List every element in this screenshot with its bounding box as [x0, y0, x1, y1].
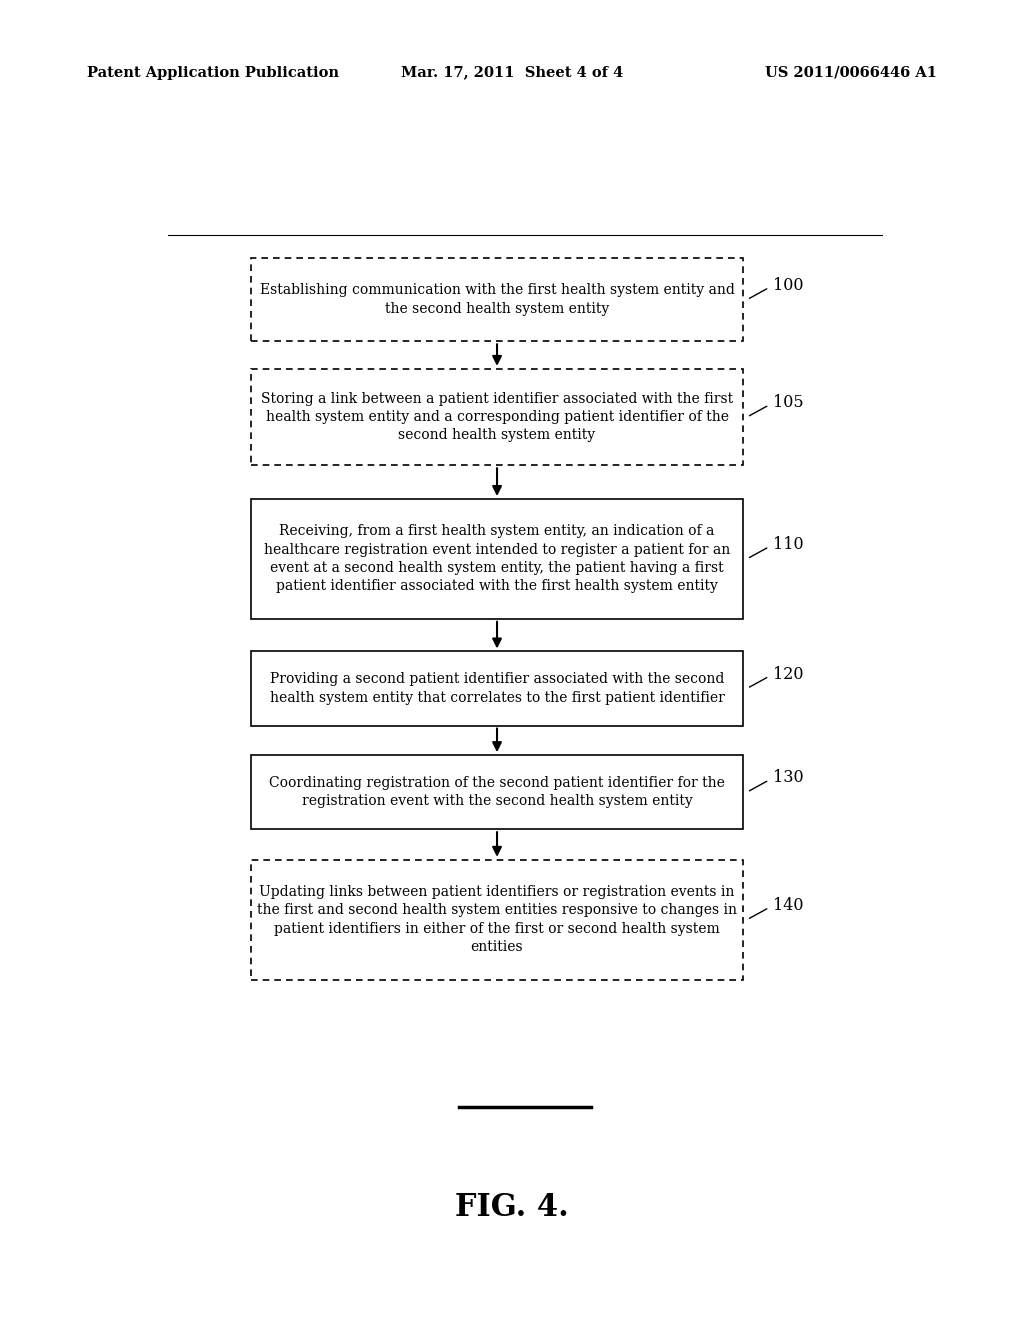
Text: 130: 130	[773, 770, 804, 787]
FancyBboxPatch shape	[251, 368, 743, 466]
FancyBboxPatch shape	[251, 859, 743, 979]
Text: Storing a link between a patient identifier associated with the first
health sys: Storing a link between a patient identif…	[261, 392, 733, 442]
Text: 105: 105	[773, 395, 804, 412]
Text: Providing a second patient identifier associated with the second
health system e: Providing a second patient identifier as…	[269, 672, 724, 705]
FancyBboxPatch shape	[251, 499, 743, 619]
Text: Establishing communication with the first health system entity and
the second he: Establishing communication with the firs…	[260, 284, 734, 315]
Text: Coordinating registration of the second patient identifier for the
registration : Coordinating registration of the second …	[269, 776, 725, 808]
Text: 140: 140	[773, 898, 804, 913]
FancyBboxPatch shape	[251, 651, 743, 726]
Text: Patent Application Publication: Patent Application Publication	[87, 66, 339, 79]
Text: Receiving, from a first health system entity, an indication of a
healthcare regi: Receiving, from a first health system en…	[264, 524, 730, 594]
FancyBboxPatch shape	[251, 257, 743, 342]
FancyBboxPatch shape	[251, 755, 743, 829]
Text: FIG. 4.: FIG. 4.	[455, 1192, 569, 1224]
Text: Updating links between patient identifiers or registration events in
the first a: Updating links between patient identifie…	[257, 886, 737, 954]
Text: 100: 100	[773, 277, 804, 294]
Text: 110: 110	[773, 536, 804, 553]
Text: Mar. 17, 2011  Sheet 4 of 4: Mar. 17, 2011 Sheet 4 of 4	[400, 66, 624, 79]
Text: 120: 120	[773, 665, 804, 682]
Text: US 2011/0066446 A1: US 2011/0066446 A1	[765, 66, 937, 79]
